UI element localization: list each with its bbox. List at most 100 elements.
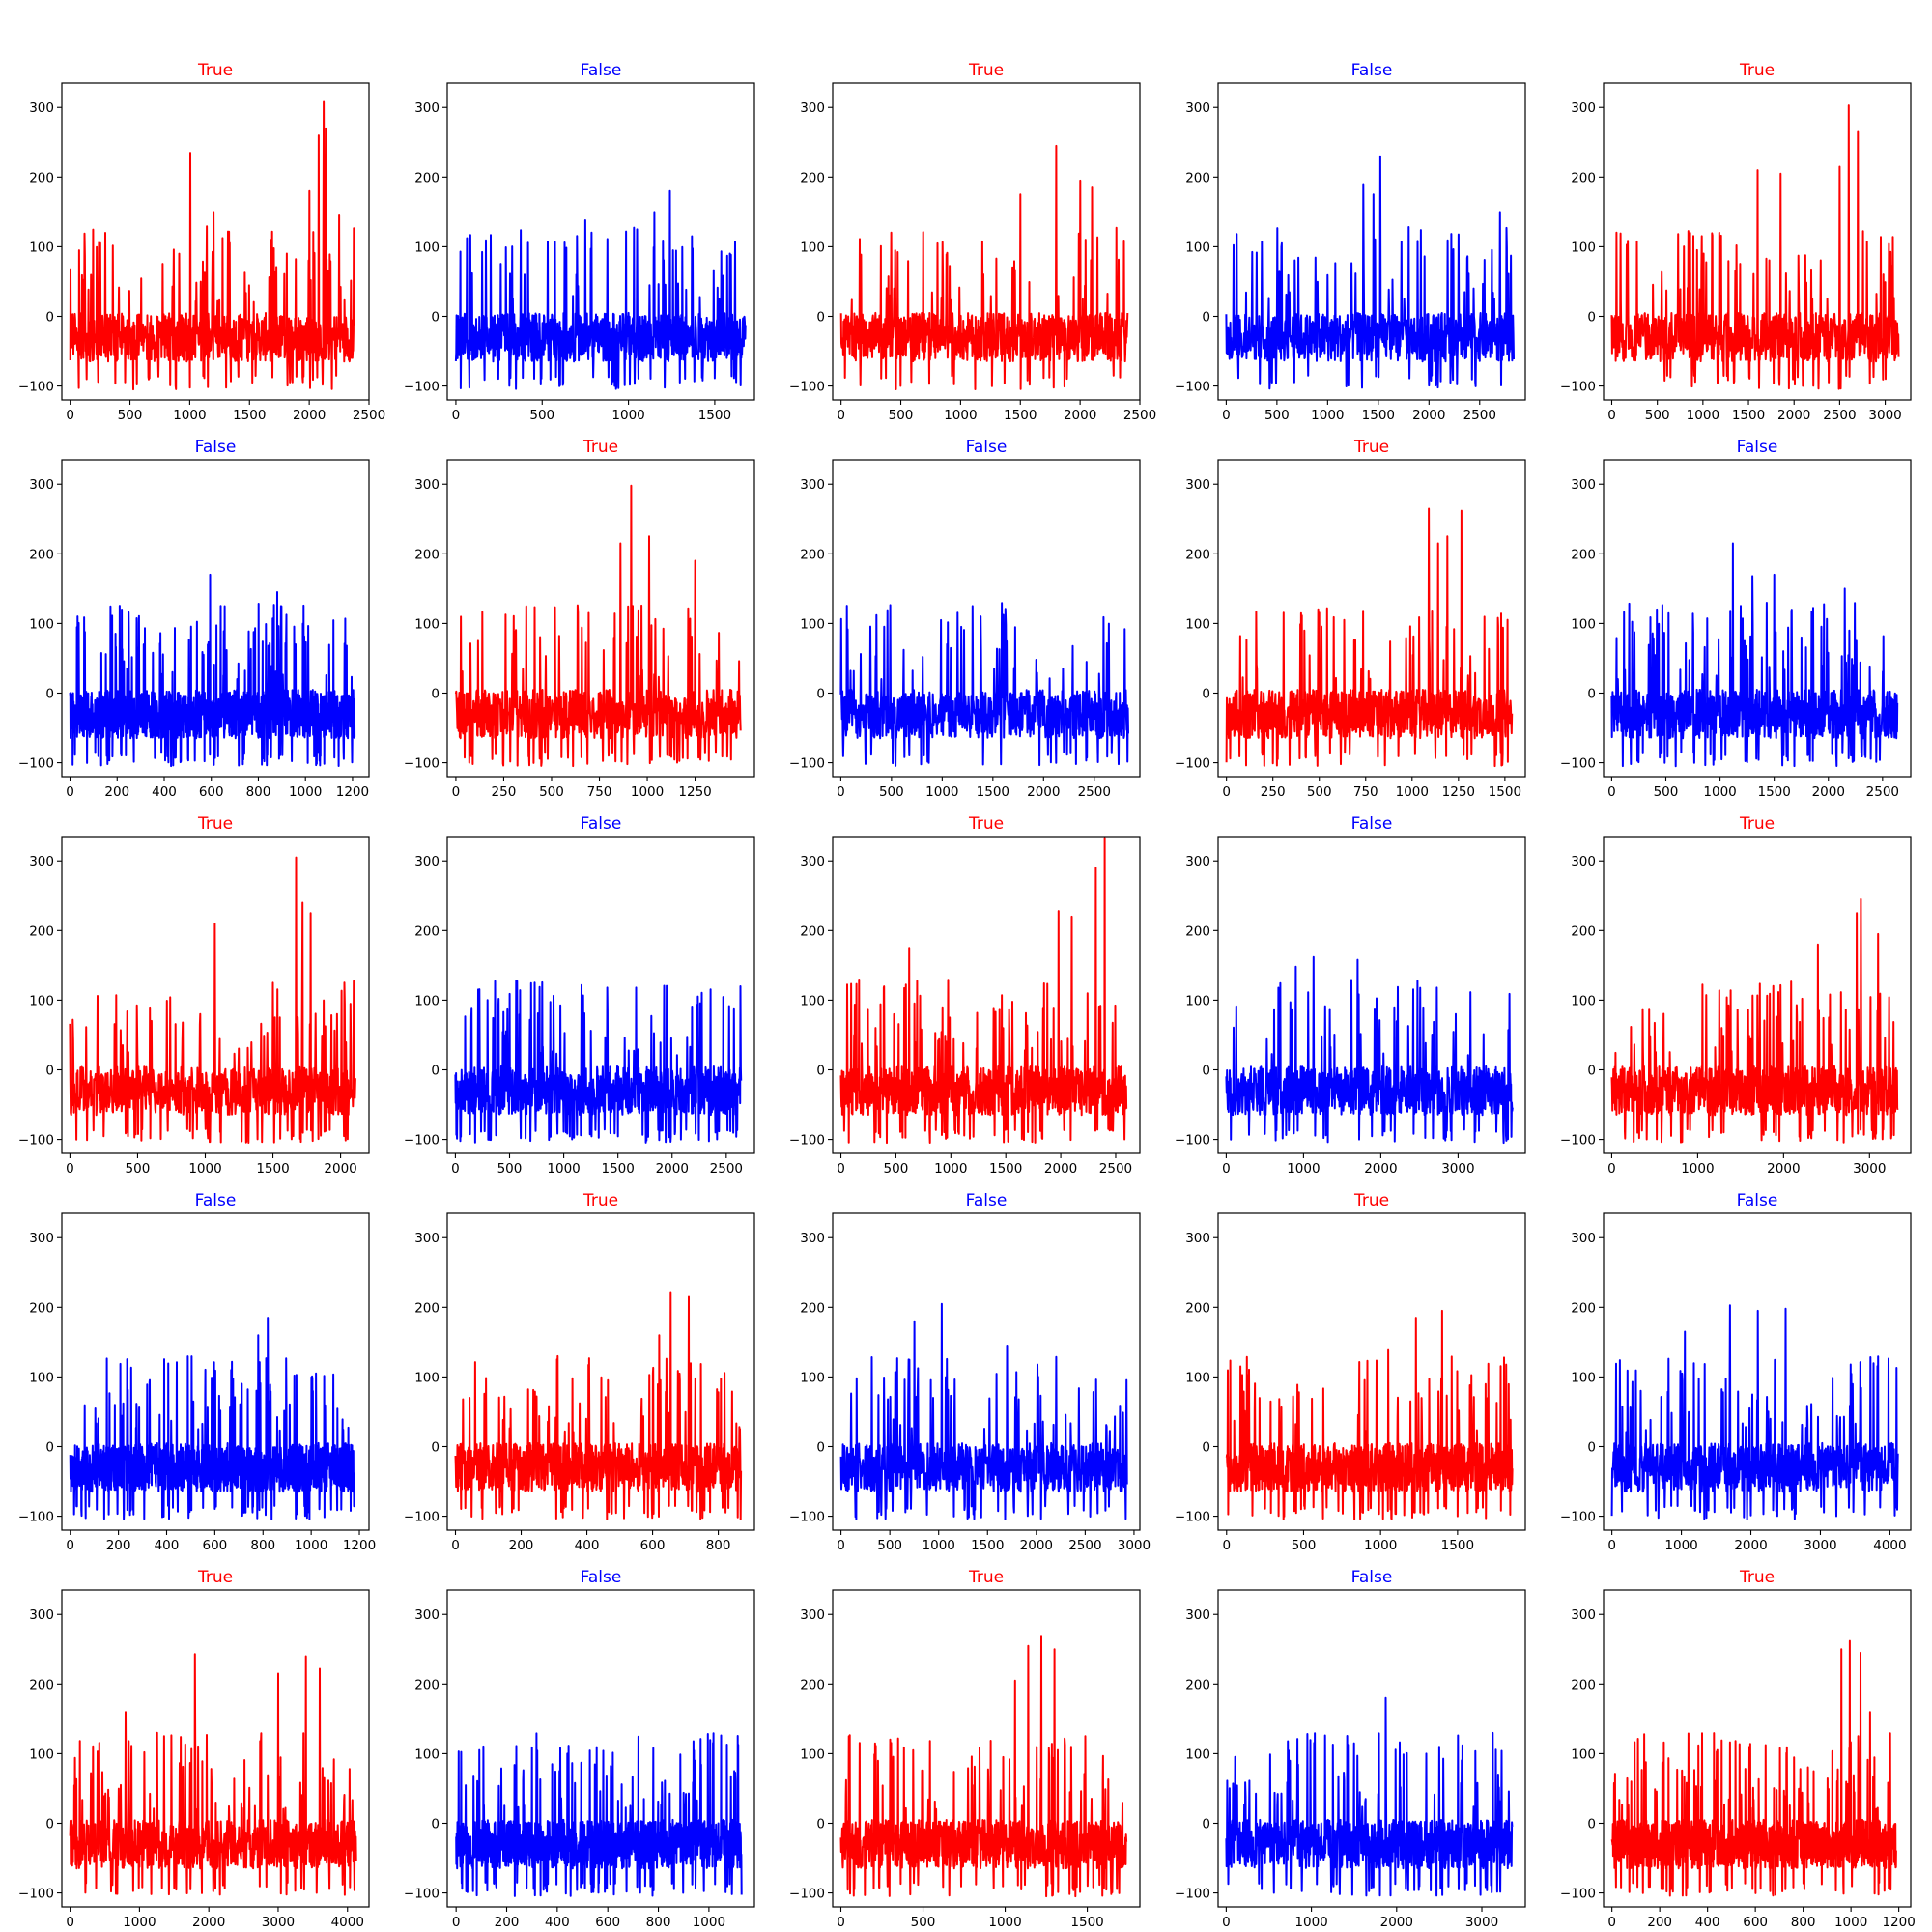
y-tick-label: 0	[45, 309, 54, 325]
x-tick-label: 500	[1645, 408, 1670, 423]
y-tick-label: 0	[816, 1439, 825, 1455]
x-tick-label: 1000	[1364, 1538, 1397, 1553]
y-tick-label: 0	[431, 1816, 440, 1832]
x-tick-label: 2000	[293, 408, 326, 423]
series-line	[69, 1653, 357, 1896]
x-tick-label: 600	[1743, 1915, 1768, 1930]
axes-frame	[61, 1212, 370, 1531]
x-tick-label: 1000	[289, 784, 322, 800]
x-tick-label: 1500	[1732, 408, 1765, 423]
y-tick-label: 100	[29, 1370, 54, 1385]
y-tick-label: 200	[414, 923, 440, 939]
subplot-16: False −100 0 100 200 300 0 200 400 600 800 1000 1200	[18, 1191, 376, 1553]
y-tick-label: 100	[29, 616, 54, 632]
subplot-title: False	[195, 1191, 237, 1210]
y-tick-label: 100	[29, 1747, 54, 1762]
axes-frame	[446, 459, 755, 778]
x-tick-label: 1000	[934, 1161, 967, 1177]
y-tick-label: 300	[800, 854, 825, 869]
series-line	[1610, 1639, 1897, 1897]
y-tick-label: 200	[414, 1677, 440, 1692]
y-tick-label: −100	[1560, 1887, 1596, 1902]
y-tick-label: −100	[18, 1133, 54, 1149]
y-tick-label: 300	[1185, 1231, 1210, 1246]
x-tick-label: 3000	[1853, 1161, 1886, 1177]
y-tick-label: −100	[404, 756, 440, 772]
series-line	[839, 144, 1129, 390]
y-tick-label: 0	[45, 1816, 54, 1832]
y-tick-label: 0	[1587, 1816, 1596, 1832]
x-tick-label: 2500	[1068, 1538, 1101, 1553]
series-line	[454, 980, 743, 1144]
x-tick-label: 1000	[173, 408, 206, 423]
x-tick-label: 2500	[710, 1161, 743, 1177]
y-tick-label: −100	[789, 756, 825, 772]
y-tick-label: 0	[816, 309, 825, 325]
x-tick-label: 1200	[1882, 1915, 1915, 1930]
subplot-title: False	[195, 438, 237, 457]
y-tick-label: 200	[414, 170, 440, 185]
axes-frame	[832, 1212, 1141, 1531]
subplot-title: True	[197, 1568, 233, 1587]
x-tick-label: 1500	[977, 784, 1009, 800]
series-line	[1225, 955, 1514, 1145]
x-tick-label: 0	[451, 1161, 460, 1177]
subplot-9: True −100 0 100 200 300 0 250 500 750 1000 1250 1500	[1175, 438, 1526, 800]
y-tick-label: 300	[414, 1607, 440, 1623]
x-tick-label: 0	[452, 408, 461, 423]
y-tick-label: −100	[18, 1510, 54, 1525]
axes-frame	[61, 836, 370, 1154]
x-tick-label: 1000	[693, 1915, 725, 1930]
x-tick-label: 2500	[1078, 784, 1111, 800]
y-tick-label: 100	[414, 616, 440, 632]
x-tick-label: 1500	[1070, 1915, 1103, 1930]
y-tick-label: −100	[1175, 756, 1210, 772]
y-tick-label: 300	[1571, 100, 1596, 116]
y-tick-label: 300	[29, 854, 54, 869]
x-tick-label: 500	[118, 408, 143, 423]
x-tick-label: 2000	[1044, 1161, 1077, 1177]
y-tick-label: 0	[45, 1063, 54, 1078]
x-tick-label: 0	[1607, 1161, 1616, 1177]
y-tick-label: −100	[404, 1133, 440, 1149]
y-tick-label: 100	[29, 240, 54, 255]
subplot-title: True	[197, 61, 233, 80]
y-tick-label: 300	[1571, 477, 1596, 493]
x-tick-label: 200	[509, 1538, 534, 1553]
y-tick-label: 200	[800, 1677, 825, 1692]
series-line	[454, 484, 742, 768]
y-tick-label: 100	[414, 1747, 440, 1762]
x-tick-label: 500	[879, 784, 904, 800]
x-tick-label: 600	[640, 1538, 666, 1553]
y-tick-label: 200	[29, 1677, 54, 1692]
subplot-title: False	[1351, 1568, 1393, 1587]
axes-frame	[1217, 836, 1526, 1154]
x-tick-label: 500	[889, 408, 914, 423]
x-tick-label: 1000	[547, 1161, 580, 1177]
x-tick-label: 2000	[324, 1161, 356, 1177]
subplot-6: False −100 0 100 200 300 0 200 400 600 800 1000 1200	[18, 438, 370, 800]
x-tick-label: 1500	[989, 1161, 1022, 1177]
y-tick-label: 200	[800, 1300, 825, 1316]
y-tick-label: 100	[1571, 1370, 1596, 1385]
y-tick-label: −100	[1560, 380, 1596, 395]
subplot-title: False	[966, 438, 1008, 457]
x-tick-label: 1000	[1664, 1538, 1697, 1553]
x-tick-label: 2000	[1412, 408, 1445, 423]
x-tick-label: 2000	[192, 1915, 225, 1930]
series-line	[839, 1635, 1128, 1898]
x-tick-label: 0	[66, 784, 74, 800]
x-tick-label: 1000	[1396, 784, 1429, 800]
y-tick-label: 100	[800, 1370, 825, 1385]
axes-frame	[446, 82, 755, 401]
series-line	[1610, 104, 1900, 390]
y-tick-label: 200	[29, 170, 54, 185]
x-tick-label: 0	[66, 408, 74, 423]
x-tick-label: 0	[451, 1538, 460, 1553]
x-tick-label: 2500	[353, 408, 385, 423]
x-tick-label: 2000	[1020, 1538, 1053, 1553]
y-tick-label: 300	[414, 100, 440, 116]
subplot-title: True	[582, 1191, 618, 1210]
